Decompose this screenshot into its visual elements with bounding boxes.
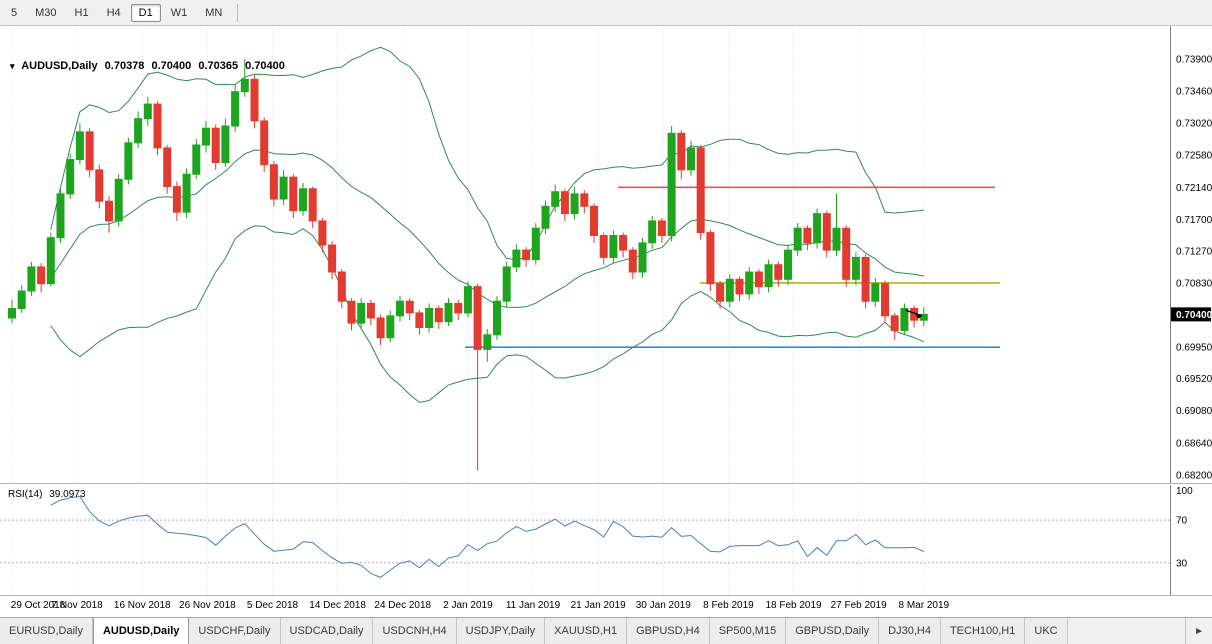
bollinger-bands <box>50 46 924 403</box>
chart-close-value: 0.70400 <box>245 60 285 72</box>
svg-text:0.71700: 0.71700 <box>1176 215 1212 226</box>
rsi-level-lines <box>0 519 1170 564</box>
timeframe-button-w1[interactable]: W1 <box>170 6 188 19</box>
date-tick-label: 24 Dec 2018 <box>374 600 432 611</box>
rsi-axis-labels: 100 70 30 <box>1176 486 1193 569</box>
svg-text:0.69520: 0.69520 <box>1176 374 1212 385</box>
tab-tech100-h1[interactable]: TECH100,H1 <box>940 618 1026 644</box>
svg-text:0.72140: 0.72140 <box>1176 183 1212 194</box>
tab-usdjpy-daily[interactable]: USDJPY,Daily <box>456 618 546 644</box>
date-tick-label: 27 Feb 2019 <box>830 600 887 611</box>
date-tick-label: 29 Oct 2018 <box>10 600 66 611</box>
arrow-annotation[interactable] <box>904 309 923 319</box>
rsi-name: RSI(14) <box>8 489 43 500</box>
current-price-tag: 0.70400 <box>1171 307 1212 322</box>
date-tick-label: 16 Nov 2018 <box>113 600 171 611</box>
tab-xauusd-h1[interactable]: XAUUSD,H1 <box>545 618 628 644</box>
tab-gbpusd-daily[interactable]: GBPUSD,Daily <box>786 618 880 644</box>
tab-gbpusd-h4[interactable]: GBPUSD,H4 <box>627 618 710 644</box>
candlestick-series <box>8 58 928 471</box>
svg-text:100: 100 <box>1176 486 1193 497</box>
timeframe-button-h1[interactable]: H1 <box>74 6 89 19</box>
tab-audusd-daily[interactable]: AUDUSD,Daily <box>92 618 190 644</box>
tab-dj30-h4[interactable]: DJ30,H4 <box>879 618 941 644</box>
svg-text:0.73460: 0.73460 <box>1176 86 1212 97</box>
svg-text:0.69950: 0.69950 <box>1176 343 1212 354</box>
timeframe-button-d1[interactable]: D1 <box>130 3 161 22</box>
date-tick-label: 26 Nov 2018 <box>179 600 236 611</box>
timeframe-button-mn[interactable]: MN <box>205 6 223 19</box>
tab-usdchf-daily[interactable]: USDCHF,Daily <box>189 618 281 644</box>
svg-text:0.73020: 0.73020 <box>1176 119 1212 130</box>
date-tick-label: 2 Jan 2019 <box>443 600 493 611</box>
chart-high-value: 0.70400 <box>151 60 192 72</box>
date-axis: 29 Oct 2018 7 Nov 2018 16 Nov 2018 26 Nov 2… <box>0 595 1212 618</box>
symbol-tabbar: EURUSD,Daily AUDUSD,Daily USDCHF,Daily U… <box>0 617 1212 644</box>
date-tick-label: 11 Jan 2019 <box>505 600 561 611</box>
chart-title: ▾ AUDUSD,Daily 0.70378 0.70400 0.70365 0… <box>10 60 289 72</box>
timeframe-button-m15[interactable]: 5 <box>11 6 18 19</box>
rsi-line <box>50 495 924 578</box>
svg-text:0.68200: 0.68200 <box>1176 470 1212 481</box>
grid-layer <box>11 26 925 483</box>
svg-text:30: 30 <box>1176 558 1188 569</box>
date-tick-label: 8 Feb 2019 <box>703 600 754 611</box>
svg-text:70: 70 <box>1176 516 1188 527</box>
chart-symbol-label: AUDUSD,Daily <box>21 60 98 72</box>
svg-text:0.73900: 0.73900 <box>1176 54 1212 65</box>
rsi-grid-layer <box>11 485 925 595</box>
svg-text:0.69080: 0.69080 <box>1176 406 1212 417</box>
date-tick-label: 18 Feb 2019 <box>765 600 822 611</box>
svg-text:0.72580: 0.72580 <box>1176 151 1212 162</box>
price-axis-labels: 0.73900 0.73460 0.73020 0.72580 0.72140 0.717… <box>1176 54 1212 481</box>
scroll-right-icon[interactable]: ► <box>1185 618 1212 644</box>
svg-text:0.68640: 0.68640 <box>1176 438 1212 449</box>
svg-text:0.71270: 0.71270 <box>1176 246 1212 257</box>
price-chart-panel[interactable]: ▾ AUDUSD,Daily 0.70378 0.70400 0.70365 0… <box>0 26 1212 483</box>
rsi-value: 39.0973 <box>49 489 86 500</box>
panel-divider[interactable] <box>0 483 1212 486</box>
rsi-label: RSI(14) 39.0973 <box>8 489 89 500</box>
timeframe-button-m30[interactable]: M30 <box>35 6 57 19</box>
chart-open-value: 0.70378 <box>104 60 145 72</box>
chart-symbol-icon: ▾ <box>10 61 15 71</box>
timeframe-button-h4[interactable]: H4 <box>106 6 121 19</box>
date-tick-label: 7 Nov 2018 <box>51 600 103 611</box>
toolbar-divider <box>237 3 239 22</box>
tab-usdcad-daily[interactable]: USDCAD,Daily <box>280 618 374 644</box>
date-tick-label: 14 Dec 2018 <box>309 600 366 611</box>
svg-text:0.70830: 0.70830 <box>1176 278 1212 289</box>
date-tick-label: 30 Jan 2019 <box>635 600 691 611</box>
tab-sp500-m15[interactable]: SP500,M15 <box>709 618 787 644</box>
rsi-panel[interactable]: RSI(14) 39.0973 100 70 30 <box>0 485 1212 595</box>
date-tick-label: 5 Dec 2018 <box>246 600 299 611</box>
tab-usdcnh-h4[interactable]: USDCNH,H4 <box>373 618 457 644</box>
rsi-chart[interactable]: 100 70 30 <box>0 485 1212 595</box>
timeframe-toolbar: 5 M30 H1 H4 D1 W1 MN <box>0 0 1212 26</box>
candlestick-chart[interactable]: 0.73900 0.73460 0.73020 0.72580 0.72140 0.717… <box>0 26 1212 483</box>
tab-eurusd-daily[interactable]: EURUSD,Daily <box>0 618 93 644</box>
date-tick-label: 8 Mar 2019 <box>898 600 950 611</box>
date-tick-label: 21 Jan 2019 <box>570 600 626 611</box>
tab-ukc100-h1[interactable]: UKC <box>1025 618 1068 644</box>
svg-text:0.70400: 0.70400 <box>1176 310 1212 321</box>
chart-low-value: 0.70365 <box>198 60 239 72</box>
